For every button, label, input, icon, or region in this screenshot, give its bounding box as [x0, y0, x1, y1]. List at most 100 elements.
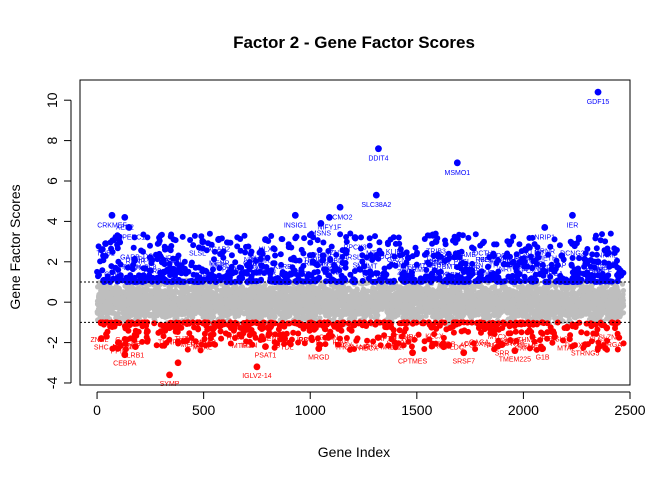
neutral-point: [533, 307, 540, 313]
neutral-point: [553, 305, 559, 311]
neutral-point: [95, 284, 101, 290]
neutral-point: [505, 295, 511, 301]
neutral-point: [134, 310, 140, 316]
neutral-point: [373, 298, 379, 304]
neutral-point: [448, 306, 455, 313]
neutral-point: [132, 298, 138, 304]
neutral-point: [295, 296, 301, 302]
neutral-point: [441, 308, 447, 314]
neutral-point: [212, 291, 218, 297]
neutral-point: [543, 296, 549, 302]
neutral-point: [198, 285, 204, 291]
neutral-point: [266, 307, 272, 313]
neutral-point: [283, 308, 289, 314]
neutral-point: [278, 299, 284, 305]
neutral-point: [510, 297, 516, 303]
neutral-point: [126, 314, 132, 320]
neutral-point: [268, 297, 275, 303]
neutral-point: [346, 296, 352, 303]
neutral-point: [363, 296, 369, 302]
neutral-point: [330, 306, 337, 312]
neutral-point: [570, 303, 576, 309]
neutral-point: [571, 284, 577, 290]
neutral-point: [612, 283, 618, 289]
neutral-point: [312, 285, 319, 291]
neutral-point: [362, 287, 368, 294]
neutral-point: [119, 300, 126, 306]
neutral-point: [138, 301, 145, 307]
neutral-point: [555, 289, 561, 295]
neutral-point: [276, 292, 282, 298]
neutral-point: [491, 312, 497, 318]
neutral-point: [201, 291, 207, 297]
neutral-point: [422, 296, 428, 302]
neutral-point: [529, 303, 535, 309]
neutral-point: [187, 307, 193, 314]
neutral-point: [176, 302, 182, 308]
neutral-point: [478, 283, 485, 290]
neutral-point: [193, 288, 199, 294]
neutral-point: [560, 294, 566, 300]
neutral-point: [474, 292, 480, 298]
neutral-point: [340, 309, 346, 315]
neutral-point: [596, 296, 602, 302]
neutral-point: [574, 310, 580, 316]
neutral-point: [620, 301, 626, 307]
neutral-point: [419, 314, 425, 320]
neutral-point: [564, 287, 570, 293]
neutral-point: [241, 304, 247, 311]
neutral-point: [574, 302, 580, 308]
neutral-point: [459, 305, 465, 311]
neutral-point: [531, 290, 538, 296]
neutral-point: [290, 291, 296, 297]
neutral-point: [468, 298, 474, 304]
neutral-point: [541, 287, 547, 293]
neutral-point: [159, 292, 166, 298]
neutral-point: [284, 285, 290, 291]
neutral-point: [252, 288, 258, 294]
neutral-point: [179, 307, 185, 313]
neutral-point: [615, 289, 622, 295]
neutral-point: [619, 281, 626, 287]
neutral-point: [466, 307, 473, 313]
neutral-point: [330, 311, 337, 317]
neutral-point: [463, 287, 469, 293]
neutral-point: [517, 296, 523, 303]
neutral-point: [528, 296, 535, 302]
neutral-point: [155, 302, 161, 308]
neutral-point: [115, 310, 121, 316]
neutral-point: [229, 305, 235, 311]
neutral-point: [128, 293, 134, 299]
neutral-point: [620, 310, 627, 316]
neutral-point: [241, 291, 247, 297]
neutral-point: [484, 306, 490, 312]
neutral-point: [484, 298, 490, 304]
neutral-point: [458, 313, 464, 319]
neutral-point: [499, 293, 505, 299]
neutral-point: [453, 307, 460, 313]
neutral-point: [433, 301, 440, 307]
neutral-point: [223, 296, 229, 302]
neutral-point: [170, 308, 176, 314]
neutral-point: [257, 296, 263, 302]
neutral-point: [236, 296, 242, 303]
neutral-point: [201, 302, 207, 308]
neutral-point: [181, 283, 187, 289]
neutral-point: [323, 313, 329, 319]
neutral-point: [307, 306, 313, 312]
neutral-point: [231, 290, 238, 296]
neutral-point: [495, 296, 501, 302]
neutral-point: [424, 286, 430, 292]
neutral-point: [327, 298, 333, 304]
neutral-point: [296, 303, 302, 309]
neutral-point: [183, 296, 189, 302]
neutral-point: [522, 286, 528, 292]
neutral-point: [471, 287, 477, 293]
neutral-point: [225, 287, 231, 293]
neutral-point: [605, 289, 611, 295]
neutral-point: [389, 287, 395, 293]
neutral-point: [290, 296, 296, 302]
neutral-point: [257, 312, 264, 318]
neutral-point: [620, 288, 627, 294]
